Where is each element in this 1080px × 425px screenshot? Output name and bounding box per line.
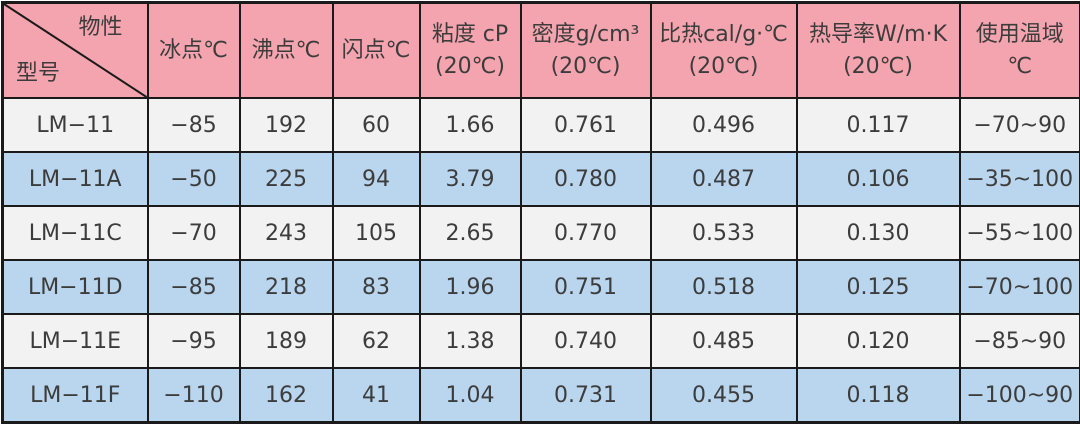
value-cell: 0.130 xyxy=(795,205,961,261)
value-cell: 0.731 xyxy=(519,367,652,424)
value-cell: 1.04 xyxy=(418,367,522,424)
header-row: 物性 型号 冰点℃ 沸点℃ 闪点℃ 粘度 cP (20℃) 密度g/cm³ (2… xyxy=(1,1,1080,99)
header-line1: 粘度 cP xyxy=(431,21,509,47)
value-cell: −85~90 xyxy=(958,313,1080,369)
value-cell: 0.118 xyxy=(795,367,961,424)
model-cell: LM−11A xyxy=(1,151,149,207)
diagonal-divider-line xyxy=(4,4,147,97)
column-header-boiling-point: 沸点℃ xyxy=(238,1,334,99)
value-cell: 83 xyxy=(331,259,421,315)
value-cell: 0.533 xyxy=(649,205,798,261)
value-cell: 62 xyxy=(331,313,421,369)
value-cell: 0.487 xyxy=(649,151,798,207)
value-cell: −95 xyxy=(146,313,241,369)
value-cell: 189 xyxy=(238,313,334,369)
corner-header-cell: 物性 型号 xyxy=(1,1,149,99)
header-line2: (20℃) xyxy=(843,53,913,79)
table-row: LM−11E −95 189 62 1.38 0.740 0.485 0.120… xyxy=(1,313,1080,369)
value-cell: 94 xyxy=(331,151,421,207)
value-cell: 0.125 xyxy=(795,259,961,315)
column-header-specific-heat: 比热cal/g·℃ (20℃) xyxy=(649,1,798,99)
value-cell: 0.518 xyxy=(649,259,798,315)
value-cell: 0.106 xyxy=(795,151,961,207)
value-cell: 0.485 xyxy=(649,313,798,369)
column-header-usage-temp-range: 使用温域 ℃ xyxy=(958,1,1080,99)
table-row: LM−11C −70 243 105 2.65 0.770 0.533 0.13… xyxy=(1,205,1080,261)
header-line2: (20℃) xyxy=(435,53,505,79)
value-cell: 1.96 xyxy=(418,259,522,315)
header-line2: (20℃) xyxy=(688,53,759,79)
value-cell: 162 xyxy=(238,367,334,424)
value-cell: −50 xyxy=(146,151,241,207)
value-cell: 1.66 xyxy=(418,97,522,153)
column-header-thermal-conductivity: 热导率W/m·K (20℃) xyxy=(795,1,961,99)
model-cell: LM−11F xyxy=(1,367,149,424)
header-line1: 热导率W/m·K xyxy=(808,21,948,47)
value-cell: 0.455 xyxy=(649,367,798,424)
table-row: LM−11 −85 192 60 1.66 0.761 0.496 0.117 … xyxy=(1,97,1080,153)
value-cell: 243 xyxy=(238,205,334,261)
value-cell: −85 xyxy=(146,97,241,153)
value-cell: −70~90 xyxy=(958,97,1080,153)
header-line1: 比热cal/g·℃ xyxy=(659,21,788,47)
value-cell: −85 xyxy=(146,259,241,315)
corner-label-model: 型号 xyxy=(16,60,61,86)
table-row: LM−11D −85 218 83 1.96 0.751 0.518 0.125… xyxy=(1,259,1080,315)
value-cell: −100~90 xyxy=(958,367,1080,424)
value-cell: 1.38 xyxy=(418,313,522,369)
column-header-freezing-point: 冰点℃ xyxy=(146,1,241,99)
model-cell: LM−11E xyxy=(1,313,149,369)
header-line2: ℃ xyxy=(1007,53,1033,79)
value-cell: 218 xyxy=(238,259,334,315)
value-cell: 60 xyxy=(331,97,421,153)
value-cell: 41 xyxy=(331,367,421,424)
value-cell: 0.496 xyxy=(649,97,798,153)
value-cell: 192 xyxy=(238,97,334,153)
value-cell: 2.65 xyxy=(418,205,522,261)
column-header-flash-point: 闪点℃ xyxy=(331,1,421,99)
value-cell: 0.740 xyxy=(519,313,652,369)
table-header: 物性 型号 冰点℃ 沸点℃ 闪点℃ 粘度 cP (20℃) 密度g/cm³ (2… xyxy=(1,1,1080,99)
value-cell: 0.120 xyxy=(795,313,961,369)
corner-label-property: 物性 xyxy=(78,15,123,40)
value-cell: −55~100 xyxy=(958,205,1080,261)
value-cell: −70 xyxy=(146,205,241,261)
header-line1: 闪点℃ xyxy=(341,37,411,63)
value-cell: 225 xyxy=(238,151,334,207)
value-cell: 0.751 xyxy=(519,259,652,315)
value-cell: 0.770 xyxy=(519,205,652,261)
header-line2: (20℃) xyxy=(550,53,621,79)
value-cell: 3.79 xyxy=(418,151,522,207)
value-cell: 0.117 xyxy=(795,97,961,153)
value-cell: 0.761 xyxy=(519,97,652,153)
model-cell: LM−11 xyxy=(1,97,149,153)
column-header-density: 密度g/cm³ (20℃) xyxy=(519,1,652,99)
value-cell: 0.780 xyxy=(519,151,652,207)
header-line1: 使用温域 xyxy=(975,21,1064,47)
header-line1: 冰点℃ xyxy=(159,37,228,63)
header-line1: 密度g/cm³ xyxy=(531,21,640,47)
table-row: LM−11A −50 225 94 3.79 0.780 0.487 0.106… xyxy=(1,151,1080,207)
table-body: LM−11 −85 192 60 1.66 0.761 0.496 0.117 … xyxy=(1,97,1080,424)
table-row: LM−11F −110 162 41 1.04 0.731 0.455 0.11… xyxy=(1,367,1080,424)
model-cell: LM−11C xyxy=(1,205,149,261)
header-line1: 沸点℃ xyxy=(251,37,321,63)
column-header-viscosity: 粘度 cP (20℃) xyxy=(418,1,522,99)
model-cell: LM−11D xyxy=(1,259,149,315)
value-cell: 105 xyxy=(331,205,421,261)
value-cell: −110 xyxy=(146,367,241,424)
value-cell: −70~100 xyxy=(958,259,1080,315)
value-cell: −35~100 xyxy=(958,151,1080,207)
